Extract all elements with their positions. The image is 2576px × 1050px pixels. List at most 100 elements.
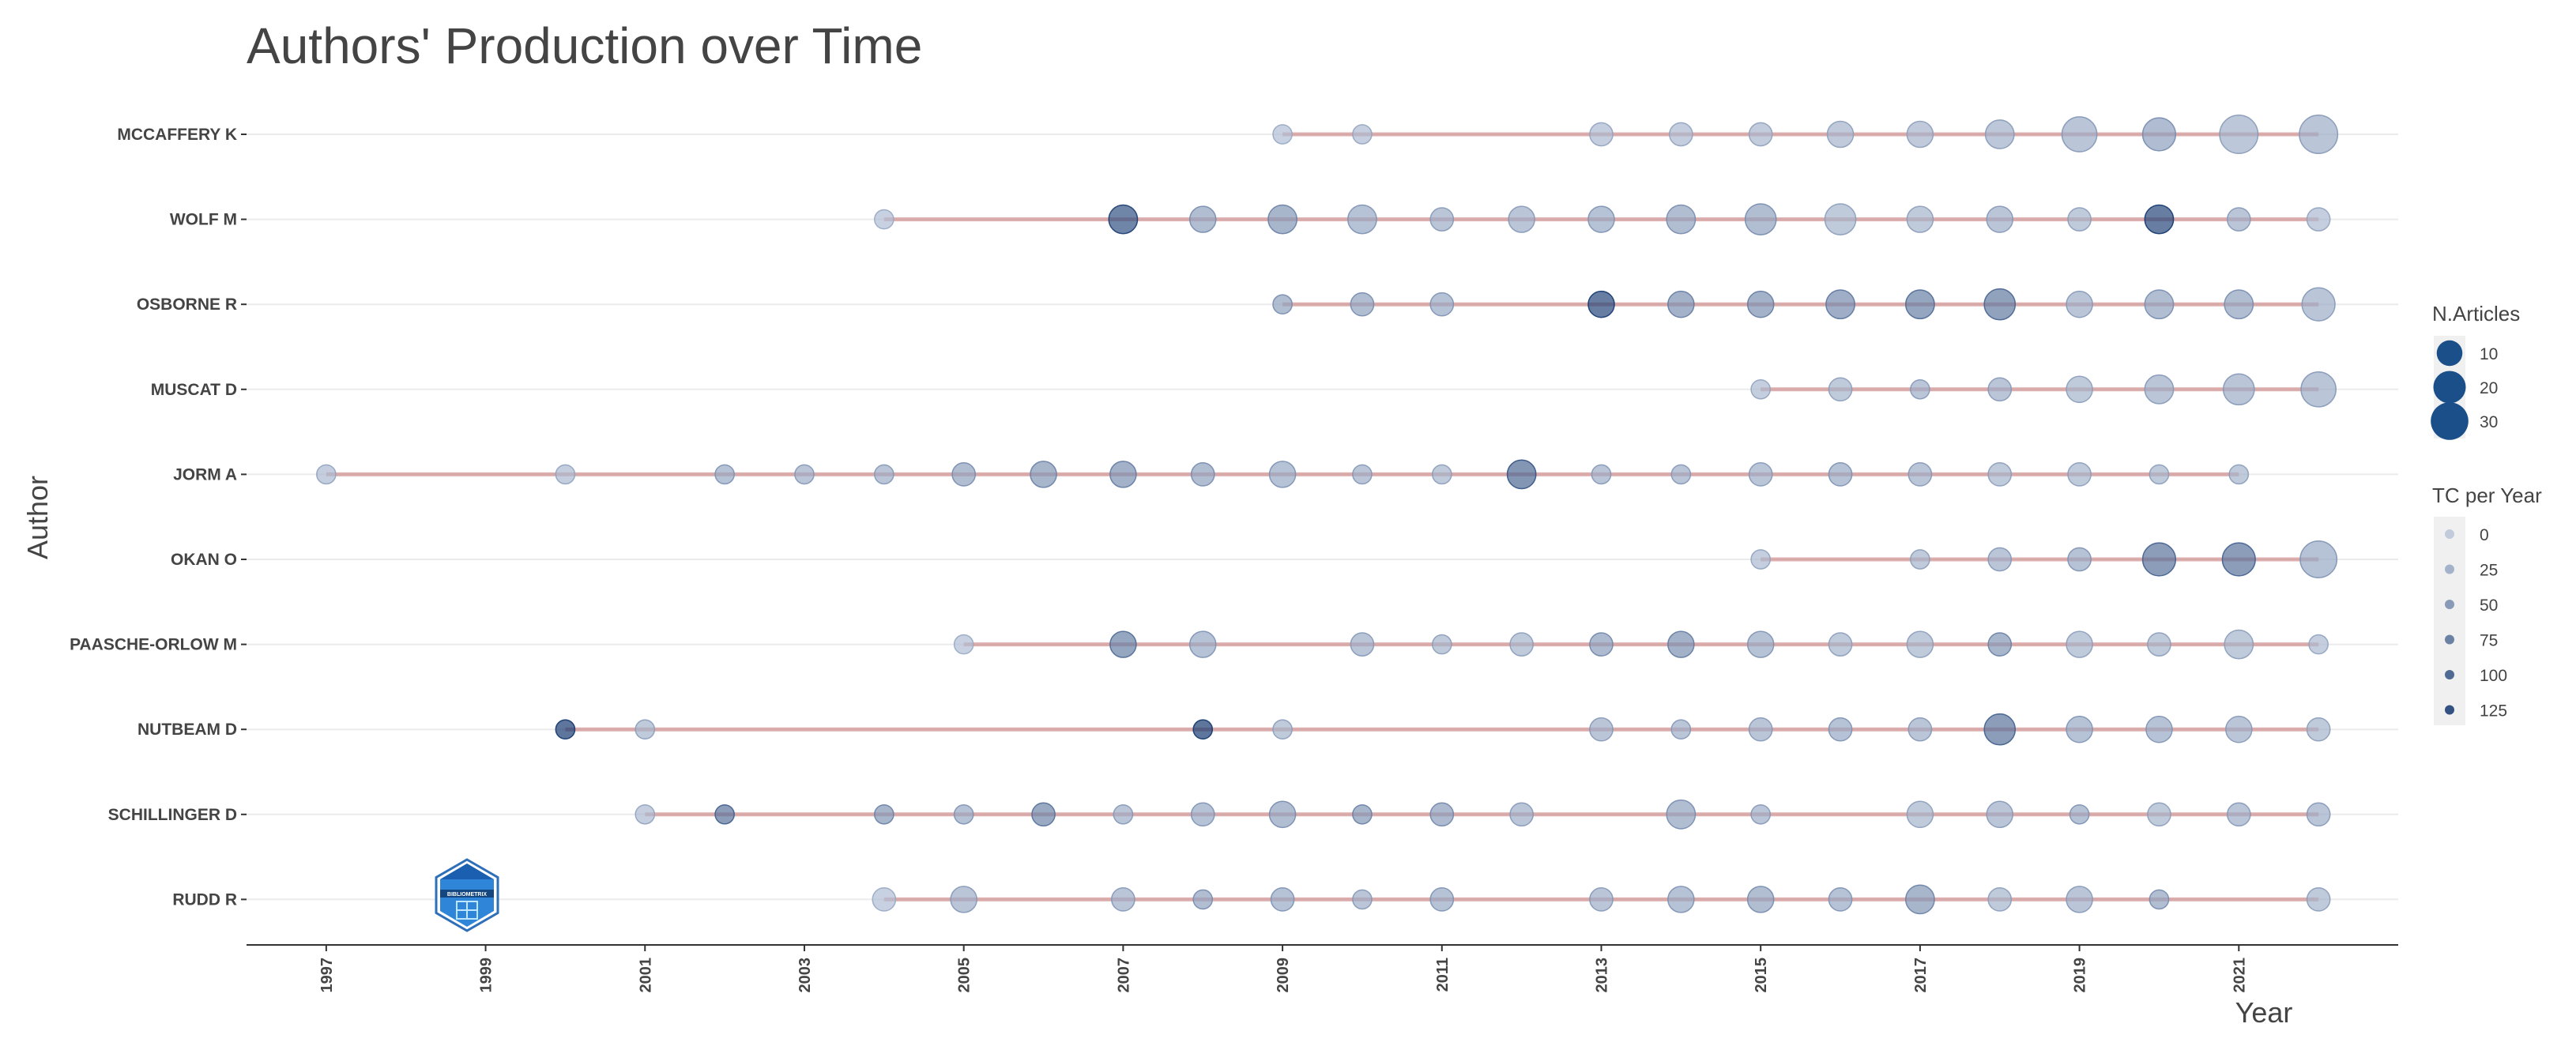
data-point [1904,289,1935,320]
x-tick-label: 2011 [1434,958,1452,992]
y-axis: MCCAFFERY K WOLF M OSBORNE R MUSCAT D JORM A… [70,126,247,909]
data-point [1908,717,1933,742]
data-point [1906,630,1934,658]
data-point [1188,205,1217,233]
data-point [2299,115,2339,154]
data-point [873,464,894,485]
data-point [2066,630,2093,658]
data-point [316,464,337,485]
data-point [2069,803,2090,825]
data-point [1904,884,1935,915]
data-point [1908,462,1933,487]
data-point [2300,371,2337,408]
legend-color-key [2445,600,2454,609]
author-label: JORM A [173,465,237,484]
data-point [2067,547,2092,572]
data-point [2226,207,2251,231]
data-point [1667,290,1695,318]
data-point [1984,119,2015,149]
data-point [873,209,894,230]
data-point [1987,887,2013,912]
chart-title: Authors' Production over Time [247,17,922,74]
legend-color-key [2445,705,2454,715]
data-point [1030,461,1057,488]
data-point [1750,803,1772,825]
data-point [1431,634,1452,655]
gridlines [247,134,2398,901]
data-point [1983,713,2017,746]
data-point [1508,205,1535,233]
data-point [1987,377,2013,402]
data-point [1188,630,1217,658]
data-point [1746,630,1775,658]
data-point [1666,204,1697,235]
data-point [1750,378,1772,400]
data-point [873,803,894,825]
data-point [1352,889,1373,910]
legend-size-label: 10 [2480,345,2498,363]
data-point [555,719,576,740]
data-point [1587,205,1615,233]
data-point [1272,294,1293,315]
data-point [1750,549,1772,570]
author-label: OSBORNE R [137,295,237,314]
data-point [1591,464,1612,485]
author-label: MUSCAT D [151,381,237,399]
data-point [635,803,656,825]
data-point [1987,632,2013,657]
author-label: SCHILLINGER D [108,806,237,824]
x-tick-label: 2021 [2231,958,2248,993]
data-point [1828,632,1853,657]
data-point [1667,630,1695,658]
data-point [1589,717,1614,742]
data-point [1825,289,1855,320]
data-point [1429,292,1455,317]
data-point [2219,115,2259,154]
legend-size-label: 20 [2480,379,2498,397]
author-label: PAASCHE-ORLOW M [70,636,237,654]
data-point [714,803,735,825]
data-point [1509,632,1534,657]
data-point [1910,549,1930,570]
x-tick-label: 2001 [637,958,654,993]
data-point [2308,634,2329,655]
data-point [2066,715,2093,743]
data-point [1108,204,1139,235]
data-point [794,464,815,485]
data-point [2222,373,2255,406]
data-point [1589,887,1614,912]
data-point [951,462,977,487]
data-point [1748,122,1773,147]
data-point [1986,800,2014,829]
legend-color-key [2445,564,2454,574]
legend-color-label: 75 [2480,632,2498,650]
data-point [2141,542,2177,577]
data-point [2066,886,2093,913]
x-axis: 1997 1999 2001 2003 2005 2007 2009 2011 2013 2015… [247,944,2398,993]
x-tick-label: 2009 [1275,958,1292,993]
data-point [2144,374,2175,405]
data-point [1350,292,1375,317]
data-point [1429,887,1455,912]
legend-size-key [2436,340,2463,367]
data-point [872,887,897,912]
legend-color-label: 100 [2480,667,2507,685]
data-point [1668,122,1693,147]
data-point [1031,802,1056,827]
data-point [1267,204,1297,235]
data-point [950,886,977,913]
legend-color-key [2445,670,2454,679]
legend-color-label: 25 [2480,562,2498,580]
data-point [1347,204,1377,235]
data-point [1666,799,1697,830]
data-point [1906,120,1934,149]
data-point [1352,464,1373,485]
data-point [2299,540,2338,578]
x-tick-label: 2019 [2072,958,2089,993]
author-label: NUTBEAM D [137,721,237,739]
legend-color-label: 125 [2480,702,2507,721]
data-point [2145,715,2173,743]
data-point [1746,290,1775,318]
data-point [2066,375,2093,404]
data-point [714,464,735,485]
